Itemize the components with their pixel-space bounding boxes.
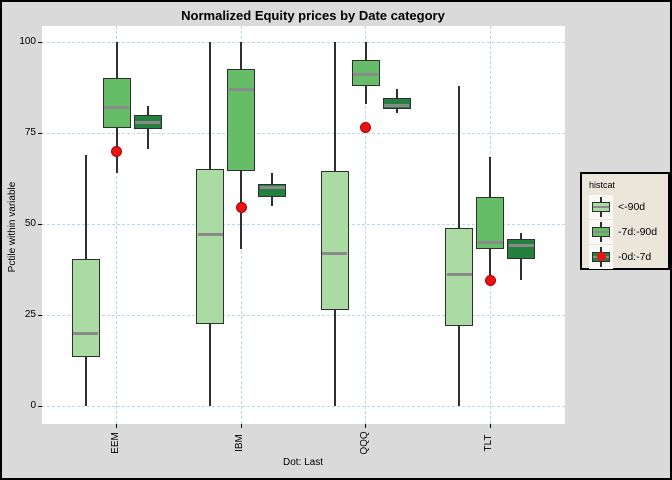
- x-tick-mark: [365, 424, 367, 428]
- x-tick-label: TLT: [483, 434, 495, 452]
- boxplot-box: [102, 78, 131, 128]
- y-gridline: [42, 314, 565, 316]
- boxplot-median-line: [135, 120, 161, 124]
- boxplot-median-line: [477, 240, 503, 244]
- y-gridline: [42, 41, 565, 43]
- boxplot-median-line: [73, 331, 99, 335]
- legend-key-boxplot-icon: [589, 219, 613, 244]
- boxplot-box: [507, 238, 536, 259]
- y-tick-mark: [38, 223, 42, 225]
- legend-entry: <-90d: [589, 194, 668, 219]
- boxplot-median-line: [228, 87, 254, 91]
- boxplot-box: [351, 60, 380, 86]
- y-tick-mark: [38, 132, 42, 134]
- legend-entries: <-90d -7d:-90d -0d:-7d: [589, 194, 668, 269]
- y-tick-label: 75: [24, 126, 36, 138]
- y-gridline: [42, 405, 565, 407]
- x-tick-mark: [240, 424, 242, 428]
- x-gridline: [116, 26, 118, 424]
- boxplot-box: [382, 98, 411, 110]
- y-tick-label: 0: [30, 399, 36, 411]
- y-tick-label: 100: [19, 35, 36, 47]
- boxplot-box: [196, 169, 225, 325]
- boxplot-median-line: [104, 106, 130, 110]
- boxplot-box: [71, 258, 100, 357]
- y-tick-mark: [38, 41, 42, 43]
- y-axis-title: Pctile within variable: [7, 181, 18, 273]
- x-gridline: [365, 26, 367, 424]
- boxplot-box: [227, 69, 256, 172]
- chart-title: Normalized Equity prices by Date categor…: [181, 8, 445, 23]
- boxplot-box: [476, 196, 505, 250]
- last-value-dot: [111, 145, 123, 157]
- last-value-dot: [360, 122, 372, 134]
- legend-entry-label: -0d:-7d: [618, 250, 652, 263]
- boxplot-box: [445, 227, 474, 326]
- last-value-dot: [484, 274, 496, 286]
- x-tick-label: IBM: [234, 434, 246, 452]
- boxplot-median-line: [259, 186, 285, 190]
- x-tick-label: EEM: [109, 432, 121, 454]
- x-tick-mark: [489, 424, 491, 428]
- y-tick-mark: [38, 314, 42, 316]
- boxplot-median-line: [322, 251, 348, 255]
- legend-title: histcat: [589, 180, 616, 190]
- legend-key-boxplot-icon: [589, 194, 613, 219]
- legend-key-median: [593, 230, 609, 233]
- legend-key-median: [593, 205, 609, 208]
- boxplot-median-line: [508, 244, 534, 248]
- legend-key-dot-icon: [596, 252, 606, 261]
- y-tick-mark: [38, 405, 42, 407]
- legend-entry: -7d:-90d: [589, 219, 668, 244]
- legend-entry: -0d:-7d: [589, 244, 668, 269]
- legend-entry-label: <-90d: [618, 200, 646, 213]
- boxplot-median-line: [197, 233, 223, 237]
- boxplot-box: [320, 171, 349, 310]
- x-axis-title: Dot: Last: [282, 457, 324, 468]
- y-gridline: [42, 223, 565, 225]
- y-gridline: [42, 132, 565, 134]
- legend: histcat <-90d -7d:-90d -0d:-7d: [580, 172, 670, 270]
- boxplot-median-line: [353, 73, 379, 77]
- y-tick-label: 50: [24, 217, 36, 229]
- boxplot-median-line: [384, 104, 410, 108]
- y-tick-label: 25: [24, 308, 36, 320]
- legend-entry-label: -7d:-90d: [618, 225, 658, 238]
- x-tick-label: QQQ: [358, 431, 370, 455]
- x-tick-mark: [116, 424, 118, 428]
- boxplot-median-line: [446, 273, 472, 277]
- last-value-dot: [235, 202, 247, 214]
- legend-key-boxplot-icon: [589, 244, 613, 269]
